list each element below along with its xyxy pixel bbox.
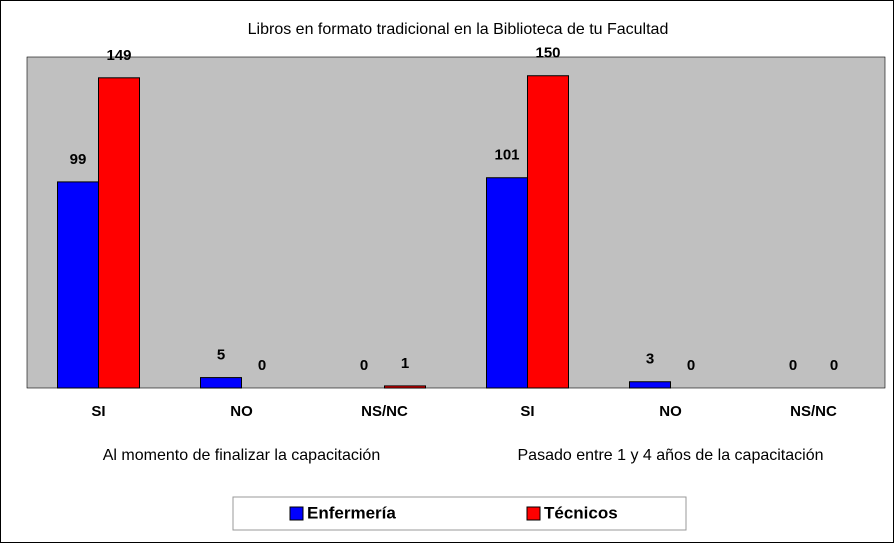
data-label: 149 [106,47,131,64]
data-label: 0 [360,357,368,374]
group-label: Pasado entre 1 y 4 años de la capacitaci… [518,447,824,464]
legend-swatch [526,506,541,521]
legend-label: Técnicos [544,503,618,522]
bar [527,75,569,389]
data-label: 0 [258,357,266,374]
data-label: 0 [789,357,797,374]
data-label: 1 [401,355,409,372]
legend-swatch [289,506,304,521]
bar [200,377,242,389]
legend-label: Enfermería [307,503,396,522]
data-label: 101 [494,147,519,164]
bar [57,181,99,389]
bar [98,77,140,389]
x-tick-label: NO [659,403,682,420]
x-tick-label: NS/NC [361,403,408,420]
group-label: Al momento de finalizar la capacitación [103,447,380,464]
bar [384,385,426,389]
data-label: 150 [535,45,560,62]
x-tick-label: NS/NC [790,403,837,420]
data-label: 3 [646,351,654,368]
data-label: 0 [830,357,838,374]
data-label: 5 [217,347,225,364]
plot-area [26,56,886,389]
x-tick-label: SI [91,403,105,420]
data-label: 0 [687,357,695,374]
data-label: 99 [70,151,87,168]
chart-title: Libros en formato tradicional en la Bibl… [248,21,669,38]
bar [486,177,528,389]
legend [232,496,687,531]
x-tick-label: NO [230,403,253,420]
x-tick-label: SI [520,403,534,420]
bar [629,381,671,389]
